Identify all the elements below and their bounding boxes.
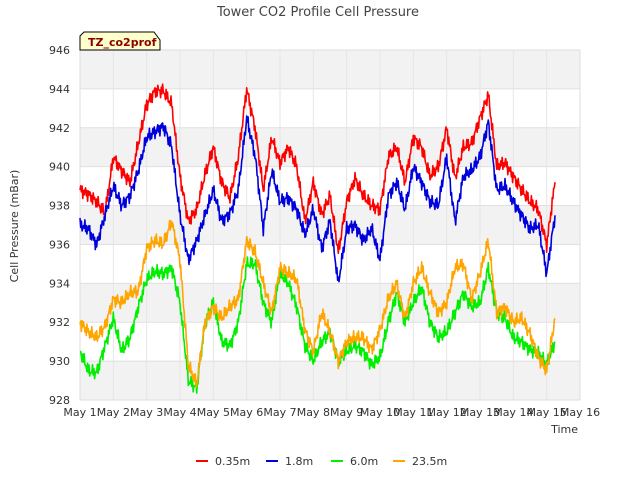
series-lines: [79, 83, 556, 394]
x-tick-label: May 1: [63, 406, 96, 419]
x-tick-label: May 3: [130, 406, 163, 419]
legend-label: 6.0m: [350, 455, 378, 468]
x-tick-label: May 15: [527, 406, 567, 419]
site-badge: TZ_co2prof: [79, 31, 161, 51]
x-tick-label: May 14: [493, 406, 533, 419]
legend-item: 1.8m: [266, 455, 313, 468]
x-tick-label: May 2: [97, 406, 130, 419]
legend-item: 0.35m: [196, 455, 250, 468]
site-badge-shape: [79, 31, 161, 51]
x-tick-label: May 5: [197, 406, 230, 419]
y-tick-label: 942: [49, 122, 70, 135]
x-tick-label: May 12: [427, 406, 467, 419]
y-tick-label: 928: [49, 394, 70, 407]
x-axis-label: Time: [550, 423, 578, 436]
legend-item: 23.5m: [393, 455, 447, 468]
x-tick-label: May 6: [230, 406, 263, 419]
x-tick-label: May 11: [393, 406, 433, 419]
plot-band: [80, 50, 580, 89]
legend-label: 23.5m: [412, 455, 447, 468]
site-badge-label: TZ_co2prof: [88, 36, 157, 49]
x-tick-label: May 13: [460, 406, 500, 419]
x-tick-label: May 9: [330, 406, 363, 419]
x-axis-ticks: May 1 May 2 May 3 May 4 May 5 May 6 May 7 May 8…: [63, 406, 600, 419]
y-tick-label: 944: [49, 83, 70, 96]
x-tick-label: May 8: [297, 406, 330, 419]
series-line-23.5m: [79, 219, 556, 388]
y-tick-label: 934: [49, 277, 70, 290]
series-line-6.0m: [79, 256, 556, 394]
legend-label: 1.8m: [285, 455, 313, 468]
chart-title: Tower CO2 Profile Cell Pressure: [216, 5, 419, 20]
y-tick-label: 930: [49, 355, 70, 368]
y-axis-label: Cell Pressure (mBar): [8, 170, 21, 283]
x-tick-label: May 7: [263, 406, 296, 419]
y-tick-label: 938: [49, 200, 70, 213]
y-tick-label: 946: [49, 44, 70, 57]
y-axis-ticks: 928 930 932 934 936 938 940 942 944 946: [49, 44, 70, 407]
series-line-1.8m: [79, 115, 556, 283]
y-tick-label: 936: [49, 238, 70, 251]
legend-item: 6.0m: [331, 455, 378, 468]
x-tick-label: May 4: [163, 406, 196, 419]
x-tick-label: May 10: [360, 406, 400, 419]
legend: 0.35m 1.8m 6.0m 23.5m: [196, 455, 447, 468]
y-tick-label: 940: [49, 161, 70, 174]
y-tick-label: 932: [49, 316, 70, 329]
series-line-0.35m: [79, 83, 556, 255]
plot-band: [80, 361, 580, 400]
legend-label: 0.35m: [215, 455, 250, 468]
x-tick-label: May 16: [560, 406, 600, 419]
